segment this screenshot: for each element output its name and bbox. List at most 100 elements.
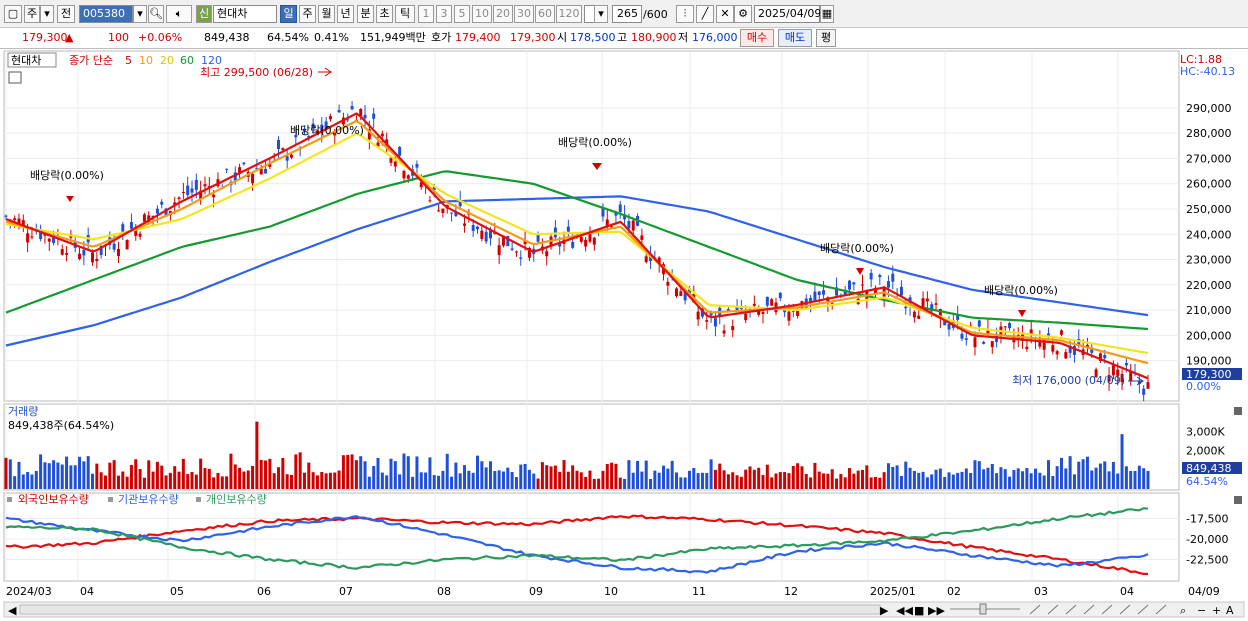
stop-icon[interactable]: ■: [914, 604, 924, 617]
market-type-button[interactable]: 전: [57, 5, 75, 23]
period-tab-second[interactable]: 초: [376, 5, 393, 23]
stock-name-field[interactable]: 현대차: [213, 5, 277, 23]
candle-body: [584, 239, 588, 247]
bar-count-input[interactable]: 265: [612, 5, 642, 23]
candle-body: [848, 280, 852, 290]
stock-chart[interactable]: 290,000 280,000 270,000 260,000 250,000 240,0…: [0, 48, 1248, 621]
eval-button[interactable]: 평: [816, 29, 836, 47]
minute-1[interactable]: 1: [418, 5, 434, 23]
minute-label: 10: [475, 7, 489, 20]
scroll-left-icon[interactable]: ◀: [8, 604, 17, 617]
minute-label: 3: [440, 7, 448, 20]
volume-bar: [1025, 467, 1029, 489]
candle-body: [1120, 374, 1124, 383]
volume-bar: [359, 456, 363, 489]
minute-3[interactable]: 3: [436, 5, 452, 23]
volume-bar: [103, 475, 107, 489]
volume-bar: [60, 464, 64, 489]
volume-bar: [1042, 475, 1046, 489]
candle-body: [320, 124, 324, 134]
stock-code-input[interactable]: 005380: [79, 5, 133, 23]
price-tick-label: 230,000: [1186, 254, 1232, 267]
candle-body: [761, 312, 765, 314]
table-view-icon[interactable]: [8, 71, 22, 84]
volume-bar: [735, 475, 739, 489]
volume-bar: [1098, 463, 1102, 489]
minute-60[interactable]: 60: [535, 5, 555, 23]
volume-bar: [532, 473, 536, 489]
candle-body: [917, 315, 921, 319]
minute-5[interactable]: 5: [454, 5, 470, 23]
period-tab-year[interactable]: 년: [337, 5, 354, 23]
draw-line-icon[interactable]: ╱: [696, 5, 714, 23]
prev-page-icon[interactable]: ◀◀: [896, 604, 913, 617]
font-size-icon[interactable]: A: [1226, 604, 1234, 617]
next-page-icon[interactable]: ▶▶: [928, 604, 945, 617]
minute-30[interactable]: 30: [514, 5, 534, 23]
horizontal-scrollbar[interactable]: [19, 604, 881, 615]
period-tab-week[interactable]: 주: [299, 5, 316, 23]
volume-bar: [1103, 461, 1107, 489]
market-select[interactable]: 주: [24, 5, 40, 23]
chart-tools-icon[interactable]: ⫶: [676, 5, 694, 23]
x-axis-label: 12: [784, 585, 798, 598]
candle-body: [843, 291, 847, 295]
candle-body: [1146, 382, 1150, 389]
legend-ma120: 120: [201, 54, 222, 67]
zoom-search-icon[interactable]: ⌕: [1180, 604, 1186, 617]
candle-body: [925, 298, 929, 302]
period-tab-tick[interactable]: 틱: [395, 5, 415, 23]
candle-body: [1129, 371, 1133, 382]
volume-bar: [406, 456, 410, 489]
calendar-icon[interactable]: ▦: [820, 5, 834, 23]
period-tab-day[interactable]: 일: [280, 5, 297, 23]
volume-bar: [852, 473, 856, 489]
candle-body: [350, 106, 354, 110]
volume-bar: [281, 457, 285, 489]
candle-body: [886, 281, 890, 288]
legend-square-icon: [196, 497, 201, 502]
window-icon[interactable]: ▢: [4, 5, 22, 23]
candle-body: [454, 212, 458, 217]
low-label: 저: [678, 31, 689, 44]
candle-body: [480, 230, 484, 239]
settings-gear-icon[interactable]: ⚙: [734, 5, 752, 23]
candle-body: [1025, 346, 1029, 350]
volume-bar: [385, 475, 389, 489]
holdings-close-icon[interactable]: [1234, 496, 1242, 504]
market-dropdown-icon[interactable]: ▾: [40, 5, 54, 23]
crosshair-icon[interactable]: ✕: [716, 5, 734, 23]
zoom-out-icon[interactable]: −: [1197, 604, 1206, 617]
dividend-marker: [66, 196, 74, 202]
date-input[interactable]: 2025/04/09: [754, 5, 821, 23]
volume-bar: [1003, 469, 1007, 489]
drawing-tools-icon[interactable]: [1029, 604, 1167, 615]
candle-body: [432, 186, 436, 190]
volume-bar: [947, 472, 951, 489]
volume-close-icon[interactable]: [1234, 407, 1242, 415]
volume-bar: [333, 472, 337, 489]
volume-bar: [826, 473, 830, 489]
zoom-slider-handle[interactable]: [979, 603, 987, 615]
candle-body: [181, 192, 185, 194]
sell-button[interactable]: 매도: [778, 29, 812, 47]
volume-ratio: 64.54%: [267, 31, 309, 44]
zoom-in-icon[interactable]: +: [1212, 604, 1221, 617]
period-tab-month[interactable]: 월: [318, 5, 335, 23]
minute-10[interactable]: 10: [472, 5, 492, 23]
code-dropdown-icon[interactable]: ▾: [133, 5, 147, 23]
candle-body: [65, 252, 69, 255]
custom-period-dropdown-icon[interactable]: ▾: [594, 5, 608, 23]
minute-20[interactable]: 20: [493, 5, 513, 23]
minute-label: 120: [558, 7, 580, 20]
speaker-icon[interactable]: 🔈︎: [166, 5, 192, 23]
volume-bar: [804, 473, 808, 489]
candle-body: [627, 221, 631, 229]
buy-button[interactable]: 매수: [740, 29, 774, 47]
candle-body: [95, 258, 99, 262]
minute-120[interactable]: 120: [556, 5, 582, 23]
search-icon[interactable]: 🔍︎: [148, 5, 164, 23]
period-tab-minute[interactable]: 분: [357, 5, 374, 23]
scroll-right-icon[interactable]: ▶: [880, 604, 889, 617]
candle-body: [264, 168, 268, 174]
